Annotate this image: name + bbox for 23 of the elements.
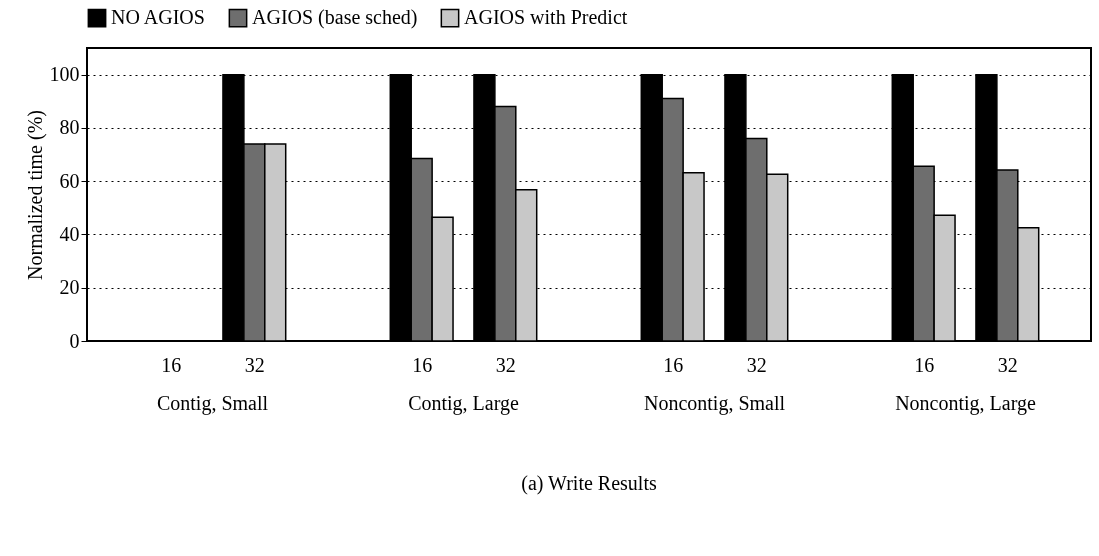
x-tick-label: 16 [663,353,684,376]
x-tick-label: 32 [495,353,516,376]
y-tick-label: 60 [59,169,80,192]
y-tick-label: 80 [59,116,80,139]
x-tick-label: 32 [997,353,1018,376]
text: Contig, Large [408,391,519,415]
y-tick-label: 20 [59,276,80,299]
text: Contig, Small [156,391,269,415]
x-tick-label: 16 [914,353,935,376]
legend-label: AGIOS with Predict [464,6,628,29]
y-axis-title: Normalized time (%) [23,110,47,280]
legend-label: AGIOS (base sched) [252,6,418,30]
y-tick-label: 100 [49,63,80,86]
text: Noncontig, Large [895,391,1036,415]
x-tick-label: 16 [412,353,433,376]
x-tick-label: 32 [746,353,767,376]
x-tick-label: 32 [244,353,265,376]
text: Noncontig, Small [643,391,786,415]
y-tick-label: 0 [69,329,80,352]
text: (a) Write Results [521,471,657,495]
legend-label: NO AGIOS [111,6,205,29]
x-tick-label: 16 [161,353,182,376]
y-tick-label: 40 [59,222,80,245]
